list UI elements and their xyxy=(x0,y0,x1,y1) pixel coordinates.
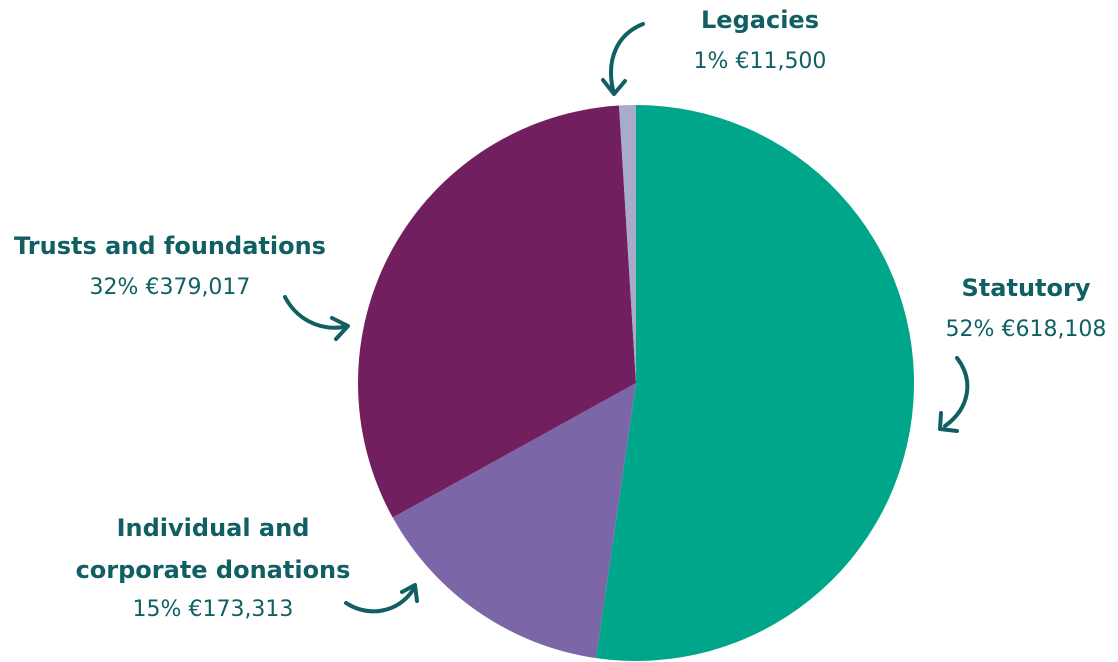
legacies-arrowhead xyxy=(601,78,627,96)
statutory-arrowhead xyxy=(938,411,959,433)
trusts-arrowhead xyxy=(330,316,350,341)
pie-slice-legacies xyxy=(619,105,636,383)
donations-label-name-line1: Individual and xyxy=(117,514,310,542)
statutory-amount: €618,108 xyxy=(1001,317,1106,342)
trusts-percent: 32% xyxy=(90,275,139,300)
statutory-label-value: 52% €618,108 xyxy=(946,317,1107,342)
legacies-amount: €11,500 xyxy=(735,49,826,74)
donations-percent: 15% xyxy=(133,597,182,622)
label-arrows xyxy=(283,22,970,614)
legacies-label-value: 1% €11,500 xyxy=(694,49,827,74)
pie-slice-trusts-and-foundations xyxy=(358,105,636,518)
donations-amount: €173,313 xyxy=(188,597,293,622)
trusts-amount: €379,017 xyxy=(145,275,250,300)
trusts-label-name: Trusts and foundations xyxy=(14,232,326,260)
trusts-label-value: 32% €379,017 xyxy=(90,275,251,300)
statutory-percent: 52% xyxy=(946,317,995,342)
donations-arrow xyxy=(344,588,415,614)
statutory-arrow xyxy=(943,356,970,428)
legacies-label-name: Legacies xyxy=(701,6,819,34)
pie-slice-individual-and-corporate-donations xyxy=(392,383,636,659)
donations-label-name-line2: corporate donations xyxy=(76,556,351,584)
pie-slices xyxy=(358,105,915,661)
trusts-arrow xyxy=(283,295,346,330)
legacies-percent: 1% xyxy=(694,49,729,74)
donations-arrowhead xyxy=(400,583,419,603)
slice-labels: Legacies 1% €11,500 Trusts and foundatio… xyxy=(14,6,1106,622)
pie-slice-statutory xyxy=(596,105,915,661)
donations-label-value: 15% €173,313 xyxy=(133,597,294,622)
statutory-label-name: Statutory xyxy=(962,274,1091,302)
legacies-arrow xyxy=(609,22,645,92)
